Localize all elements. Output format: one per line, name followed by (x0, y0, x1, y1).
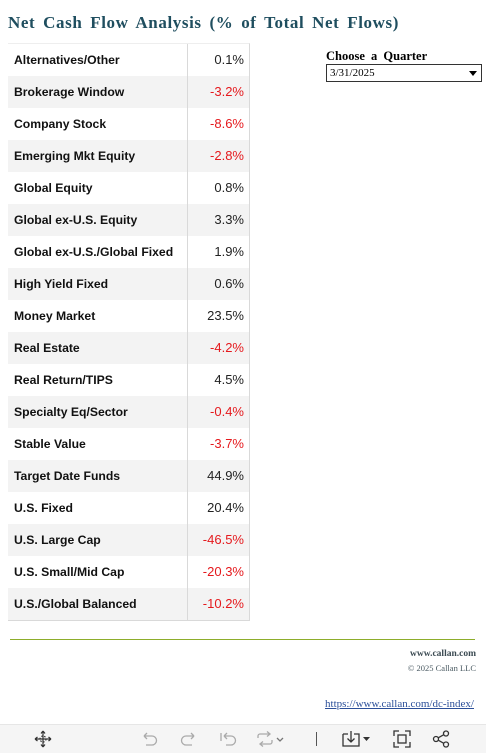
table-row: Company Stock -8.6% (8, 108, 249, 140)
fullscreen-icon[interactable] (393, 730, 411, 748)
footer-site: www.callan.com (410, 649, 476, 659)
chevron-down-icon (469, 70, 477, 76)
asset-class-name: Global Equity (8, 172, 188, 204)
footer-copyright: © 2025 Callan LLC (407, 663, 476, 673)
asset-class-name: Global ex-U.S./Global Fixed (8, 236, 188, 268)
refresh-icon[interactable] (256, 730, 284, 748)
table-row: Alternatives/Other 0.1% (8, 44, 249, 76)
asset-class-name: Brokerage Window (8, 76, 188, 108)
net-flow-value: -3.7% (210, 436, 244, 451)
net-flow-value: -3.2% (210, 84, 244, 99)
table-row: Money Market 23.5% (8, 300, 249, 332)
net-flow-value: -20.3% (202, 564, 244, 579)
asset-class-name: U.S. Small/Mid Cap (8, 556, 188, 588)
net-flow-value: 23.5% (207, 308, 244, 323)
asset-class-name: U.S. Fixed (8, 492, 188, 524)
asset-class-name: Stable Value (8, 428, 188, 460)
net-flow-value: 1.9% (214, 244, 244, 259)
asset-class-name: Money Market (8, 300, 188, 332)
redo-icon[interactable] (180, 730, 198, 748)
table-row: Stable Value -3.7% (8, 428, 249, 460)
net-flow-value: 0.1% (214, 52, 244, 67)
asset-class-name: U.S./Global Balanced (8, 588, 188, 620)
table-row: Real Return/TIPS 4.5% (8, 364, 249, 396)
toolbar-divider (316, 732, 317, 746)
asset-class-name: Global ex-U.S. Equity (8, 204, 188, 236)
share-icon[interactable] (432, 730, 450, 748)
net-flow-value: 0.8% (214, 180, 244, 195)
net-flow-value: -0.4% (210, 404, 244, 419)
footer-divider (10, 639, 475, 640)
dc-index-link[interactable]: https://www.callan.com/dc-index/ (325, 698, 474, 710)
table-row: U.S. Large Cap -46.5% (8, 524, 249, 556)
net-flow-value: 3.3% (214, 212, 244, 227)
asset-class-name: Real Return/TIPS (8, 364, 188, 396)
revert-icon[interactable] (219, 730, 237, 748)
cash-flow-table: Alternatives/Other 0.1% Brokerage Window -3… (8, 43, 250, 621)
asset-class-name: Real Estate (8, 332, 188, 364)
asset-class-name: High Yield Fixed (8, 268, 188, 300)
net-flow-value: 20.4% (207, 500, 244, 515)
asset-class-name: Target Date Funds (8, 460, 188, 492)
table-row: Target Date Funds 44.9% (8, 460, 249, 492)
net-flow-value: -4.2% (210, 340, 244, 355)
net-flow-value: 0.6% (214, 276, 244, 291)
undo-icon[interactable] (140, 730, 158, 748)
net-flow-value: 44.9% (207, 468, 244, 483)
net-flow-value: -2.8% (210, 148, 244, 163)
asset-class-name: U.S. Large Cap (8, 524, 188, 556)
table-row: High Yield Fixed 0.6% (8, 268, 249, 300)
asset-class-name: Emerging Mkt Equity (8, 140, 188, 172)
net-flow-value: -46.5% (202, 532, 244, 547)
viz-toolbar (0, 724, 486, 753)
table-row: Real Estate -4.2% (8, 332, 249, 364)
quarter-select-value: 3/31/2025 (330, 67, 375, 79)
table-row: Emerging Mkt Equity -2.8% (8, 140, 249, 172)
table-row: Global ex-U.S. Equity 3.3% (8, 204, 249, 236)
net-flow-value: -10.2% (202, 596, 244, 611)
table-row: Specialty Eq/Sector -0.4% (8, 396, 249, 428)
net-flow-value: -8.6% (210, 116, 244, 131)
net-flow-value: 4.5% (214, 372, 244, 387)
table-row: U.S. Small/Mid Cap -20.3% (8, 556, 249, 588)
quarter-select[interactable]: 3/31/2025 (326, 64, 482, 82)
download-icon[interactable] (342, 730, 372, 748)
asset-class-name: Company Stock (8, 108, 188, 140)
table-row: U.S. Fixed 20.4% (8, 492, 249, 524)
asset-class-name: Specialty Eq/Sector (8, 396, 188, 428)
table-row: Brokerage Window -3.2% (8, 76, 249, 108)
quarter-filter-label: Choose a Quarter (326, 49, 428, 63)
table-row: Global Equity 0.8% (8, 172, 249, 204)
table-row: Global ex-U.S./Global Fixed 1.9% (8, 236, 249, 268)
table-row: U.S./Global Balanced -10.2% (8, 588, 249, 620)
move-icon[interactable] (34, 730, 52, 748)
page-title: Net Cash Flow Analysis (% of Total Net F… (8, 13, 400, 32)
asset-class-name: Alternatives/Other (8, 44, 188, 76)
